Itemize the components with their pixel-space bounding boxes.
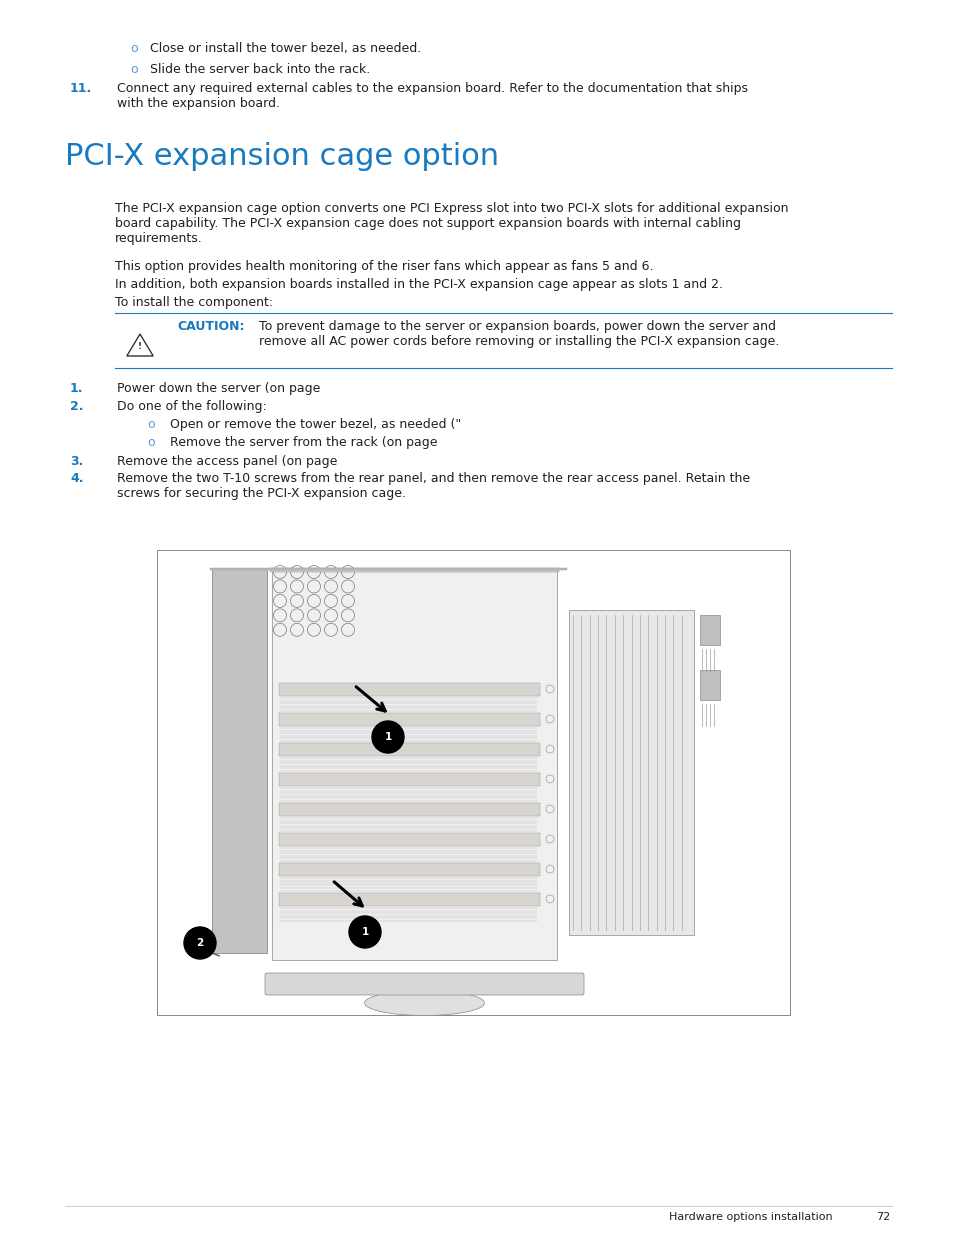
Text: Connect any required external cables to the expansion board. Refer to the docume: Connect any required external cables to … <box>117 82 747 110</box>
Bar <box>212 568 267 953</box>
Bar <box>278 832 539 846</box>
Text: This option provides health monitoring of the riser fans which appear as fans 5 : This option provides health monitoring o… <box>115 261 653 273</box>
Text: o: o <box>130 63 137 77</box>
Text: Do one of the following:: Do one of the following: <box>117 400 267 412</box>
Text: Remove the server from the rack (on page: Remove the server from the rack (on page <box>170 436 441 450</box>
Text: 4.: 4. <box>70 472 84 485</box>
Text: 1: 1 <box>384 732 392 742</box>
Text: o: o <box>147 417 154 431</box>
Circle shape <box>349 916 380 948</box>
Text: The PCI-X expansion cage option converts one PCI Express slot into two PCI-X slo: The PCI-X expansion cage option converts… <box>115 203 788 245</box>
Text: 1: 1 <box>361 927 368 937</box>
Bar <box>568 610 693 935</box>
Text: Remove the two T-10 screws from the rear panel, and then remove the rear access : Remove the two T-10 screws from the rear… <box>117 472 749 500</box>
Bar <box>278 893 539 906</box>
Bar <box>700 615 720 645</box>
Text: In addition, both expansion boards installed in the PCI-X expansion cage appear : In addition, both expansion boards insta… <box>115 278 722 291</box>
Text: Slide the server back into the rack.: Slide the server back into the rack. <box>150 63 370 77</box>
Text: 72: 72 <box>875 1212 889 1221</box>
Bar <box>278 803 539 816</box>
Bar <box>278 863 539 876</box>
Text: !: ! <box>138 342 142 351</box>
Ellipse shape <box>364 990 484 1015</box>
Text: 1.: 1. <box>70 382 84 395</box>
Text: Remove the access panel (on page: Remove the access panel (on page <box>117 454 341 468</box>
Text: Power down the server (on page: Power down the server (on page <box>117 382 324 395</box>
Bar <box>278 713 539 726</box>
Text: o: o <box>130 42 137 56</box>
Circle shape <box>184 927 215 960</box>
Text: o: o <box>147 436 154 450</box>
FancyBboxPatch shape <box>265 973 583 995</box>
Bar <box>700 671 720 700</box>
Text: To prevent damage to the server or expansion boards, power down the server and
r: To prevent damage to the server or expan… <box>258 320 779 348</box>
Text: 3.: 3. <box>70 454 83 468</box>
Text: 11.: 11. <box>70 82 92 95</box>
Bar <box>270 568 558 572</box>
Text: 2.: 2. <box>70 400 84 412</box>
Text: Hardware options installation: Hardware options installation <box>668 1212 832 1221</box>
Bar <box>278 743 539 756</box>
Bar <box>210 568 566 571</box>
Bar <box>278 773 539 785</box>
Bar <box>278 683 539 697</box>
Circle shape <box>372 721 403 753</box>
Text: To install the component:: To install the component: <box>115 296 273 309</box>
Text: 2: 2 <box>196 939 203 948</box>
Text: Open or remove the tower bezel, as needed (": Open or remove the tower bezel, as neede… <box>170 417 460 431</box>
Bar <box>157 550 789 1015</box>
FancyArrowPatch shape <box>190 944 219 956</box>
Text: Close or install the tower bezel, as needed.: Close or install the tower bezel, as nee… <box>150 42 421 56</box>
Text: PCI-X expansion cage option: PCI-X expansion cage option <box>65 142 498 170</box>
Text: CAUTION:: CAUTION: <box>177 320 244 333</box>
Bar <box>272 568 557 960</box>
